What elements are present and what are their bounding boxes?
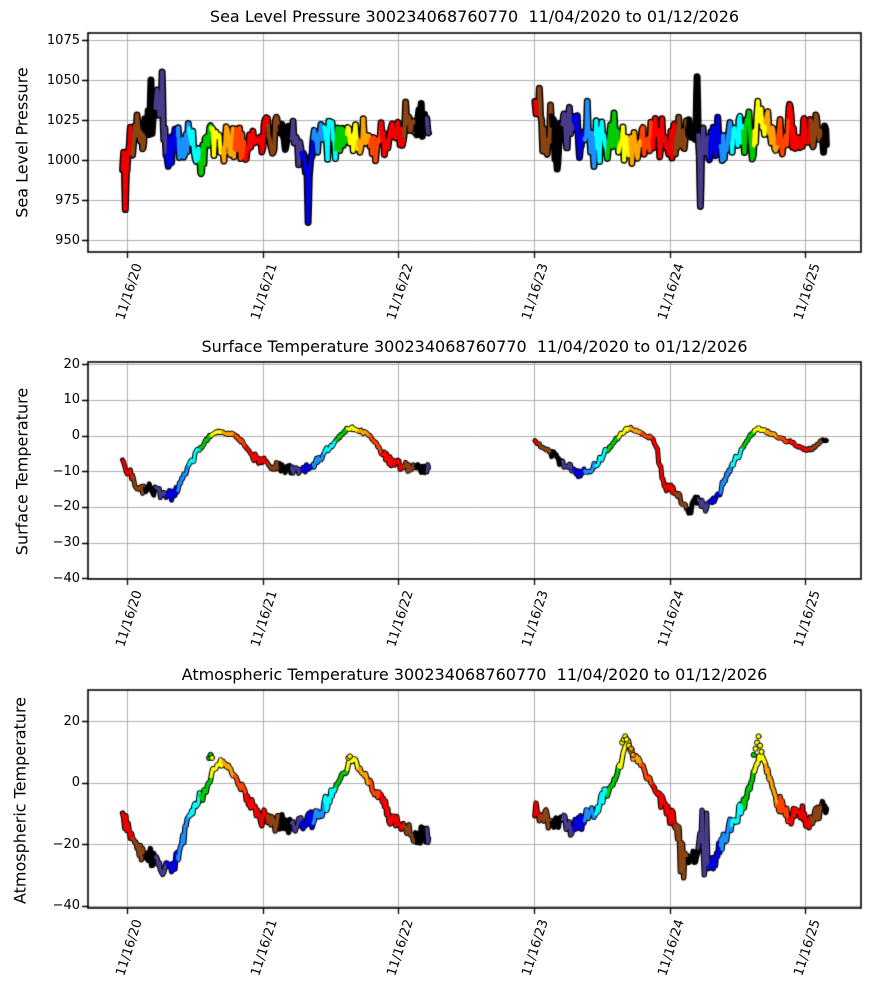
- y-tick-label: −10: [52, 463, 80, 479]
- y-tick-label: 1000: [46, 152, 80, 168]
- y-tick-label: −40: [52, 898, 80, 914]
- chart-title-surface-temperature: Surface Temperature 300234068760770 11/0…: [201, 337, 748, 356]
- y-tick-label: −20: [52, 499, 80, 515]
- y-tick-label: 0: [71, 775, 80, 791]
- y-tick-label: 10: [63, 392, 80, 408]
- y-tick-label: 950: [55, 232, 80, 248]
- y-tick-label: 20: [63, 356, 80, 372]
- y-tick-label: 20: [63, 713, 80, 729]
- y-axis-label-sea-level-pressure: Sea Level Pressure: [12, 67, 32, 218]
- y-tick-label: −40: [52, 570, 80, 586]
- y-tick-label: 0: [71, 428, 80, 444]
- y-tick-label: 1075: [46, 32, 80, 48]
- y-tick-label: 975: [55, 192, 80, 208]
- chart-title-sea-level-pressure: Sea Level Pressure 300234068760770 11/04…: [209, 7, 740, 26]
- y-tick-label: −20: [52, 836, 80, 852]
- y-tick-label: 1050: [46, 72, 80, 88]
- y-tick-label: −30: [52, 535, 80, 551]
- chart-title-atmospheric-temperature: Atmospheric Temperature 300234068760770 …: [181, 665, 768, 684]
- y-tick-label: 1025: [46, 112, 80, 128]
